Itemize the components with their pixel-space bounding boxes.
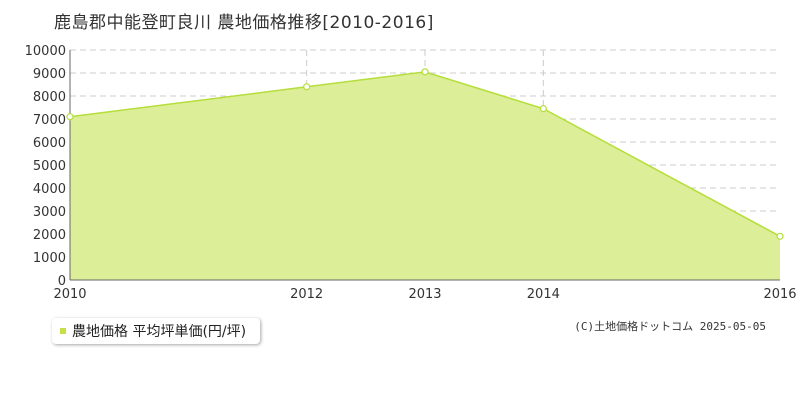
legend-label: 農地価格 平均坪単価(円/坪) xyxy=(72,324,247,340)
y-tick-label: 1000 xyxy=(33,251,66,266)
data-point xyxy=(776,232,784,240)
y-tick-label: 7000 xyxy=(33,113,66,128)
area-fill xyxy=(70,71,780,280)
y-tick-label: 0 xyxy=(58,274,66,289)
x-tick-label: 2010 xyxy=(53,287,86,302)
legend: 農地価格 平均坪単価(円/坪) xyxy=(52,318,261,344)
y-tick-label: 8000 xyxy=(33,90,66,105)
data-points xyxy=(66,68,784,240)
copyright-text: (C)土地価格ドットコム 2025-05-05 xyxy=(574,320,766,333)
x-tick-label: 2014 xyxy=(527,287,560,302)
legend-swatch xyxy=(60,328,66,334)
data-point xyxy=(421,68,429,76)
axes: 0 1000 2000 3000 4000 5000 6000 7000 8000 9000 100… xyxy=(25,44,797,302)
y-tick-label: 4000 xyxy=(33,182,66,197)
y-tick-label: 6000 xyxy=(33,136,66,151)
chart-title: 鹿島郡中能登町良川 農地価格推移[2010-2016] xyxy=(54,13,434,33)
y-tick-label: 3000 xyxy=(33,205,66,220)
x-tick-label: 2016 xyxy=(763,287,796,302)
y-tick-label: 10000 xyxy=(25,44,66,59)
y-tick-label: 2000 xyxy=(33,228,66,243)
data-point xyxy=(539,105,547,113)
x-tick-label: 2013 xyxy=(408,287,441,302)
data-point xyxy=(303,83,311,91)
x-tick-label: 2012 xyxy=(290,287,323,302)
data-point xyxy=(66,113,74,121)
y-tick-label: 9000 xyxy=(33,67,66,82)
y-tick-label: 5000 xyxy=(33,159,66,174)
